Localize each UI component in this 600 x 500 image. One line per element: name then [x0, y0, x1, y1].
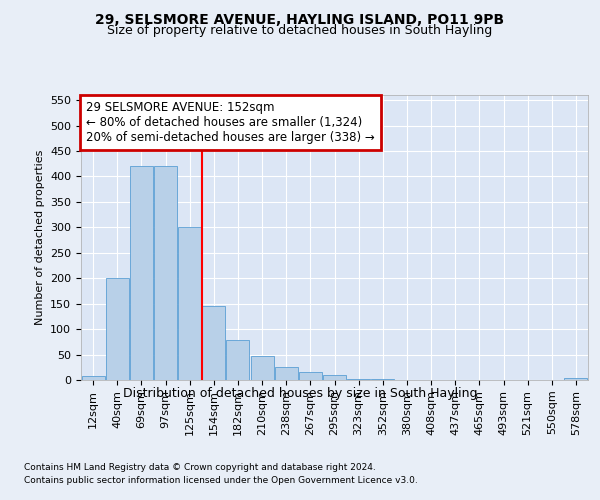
Text: 29, SELSMORE AVENUE, HAYLING ISLAND, PO11 9PB: 29, SELSMORE AVENUE, HAYLING ISLAND, PO1… [95, 12, 505, 26]
Bar [299, 372, 322, 380]
Bar [323, 375, 346, 380]
Bar [275, 368, 298, 380]
Bar [154, 166, 177, 380]
Bar [202, 306, 225, 380]
Bar [178, 228, 201, 380]
Bar [371, 379, 394, 380]
Bar [347, 379, 370, 380]
Bar [82, 376, 104, 380]
Text: Distribution of detached houses by size in South Hayling: Distribution of detached houses by size … [123, 388, 477, 400]
Text: Size of property relative to detached houses in South Hayling: Size of property relative to detached ho… [107, 24, 493, 37]
Bar [251, 356, 274, 380]
Y-axis label: Number of detached properties: Number of detached properties [35, 150, 44, 325]
Bar [106, 278, 128, 380]
Text: Contains HM Land Registry data © Crown copyright and database right 2024.: Contains HM Land Registry data © Crown c… [24, 462, 376, 471]
Text: 29 SELSMORE AVENUE: 152sqm
← 80% of detached houses are smaller (1,324)
20% of s: 29 SELSMORE AVENUE: 152sqm ← 80% of deta… [86, 100, 375, 144]
Bar [565, 378, 587, 380]
Bar [130, 166, 153, 380]
Bar [226, 340, 250, 380]
Text: Contains public sector information licensed under the Open Government Licence v3: Contains public sector information licen… [24, 476, 418, 485]
